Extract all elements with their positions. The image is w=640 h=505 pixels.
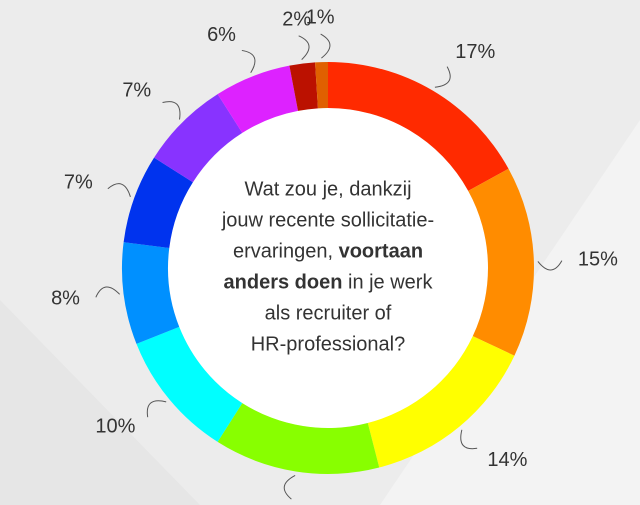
center-text-run: jouw recente sollicitatie-: [221, 210, 434, 232]
center-text-run: HR-professional?: [251, 334, 406, 356]
background-shape: [0, 300, 200, 505]
data-label: 14%: [487, 449, 527, 471]
data-label: 7%: [64, 172, 93, 194]
center-text-run: ervaringen,: [233, 241, 339, 263]
donut-segment: [468, 168, 534, 356]
donut-segment: [123, 157, 193, 248]
data-label: 15%: [578, 248, 618, 270]
leader-line: [162, 101, 181, 120]
leader-line: [241, 49, 256, 74]
donut-segment: [315, 62, 328, 109]
center-text-run: Wat zou je, dankzij: [244, 179, 411, 201]
donut-segment: [367, 336, 515, 468]
center-text: ervaringen, voortaan: [233, 241, 423, 263]
center-text: jouw recente sollicitatie-: [221, 210, 434, 232]
center-text-run: als recruiter of: [265, 303, 392, 325]
center-text: HR-professional?: [251, 334, 406, 356]
data-label: 1%: [306, 6, 335, 28]
donut-segment: [217, 403, 380, 475]
center-text: anders doen in je werk: [224, 272, 434, 294]
donut-segment: [136, 326, 243, 442]
center-text: als recruiter of: [265, 303, 392, 325]
donut-segment: [154, 94, 243, 183]
donut-segment: [122, 242, 180, 344]
data-label: 2%: [282, 8, 311, 30]
leader-line: [434, 66, 451, 88]
center-text-run: anders doen: [224, 272, 343, 294]
leader-line: [146, 400, 167, 418]
leader-line: [320, 33, 331, 59]
center-text-run: in je werk: [342, 272, 433, 294]
data-label: 7%: [122, 80, 151, 102]
leader-line: [460, 429, 478, 450]
data-label: 13%: [269, 503, 309, 505]
data-label: 10%: [95, 416, 135, 438]
leader-line: [298, 35, 310, 61]
leader-line: [283, 474, 296, 500]
inner-circle: [168, 108, 488, 428]
leader-line: [537, 260, 563, 271]
donut-segment: [328, 62, 509, 191]
data-label: 17%: [455, 41, 495, 63]
donut-segment: [289, 62, 318, 111]
leader-line: [95, 286, 121, 298]
data-label: 6%: [207, 24, 236, 46]
center-text-run: voortaan: [339, 241, 423, 263]
donut-segment: [217, 65, 299, 133]
leader-line: [107, 183, 131, 198]
center-text: Wat zou je, dankzij: [244, 179, 411, 201]
data-label: 8%: [51, 288, 80, 310]
